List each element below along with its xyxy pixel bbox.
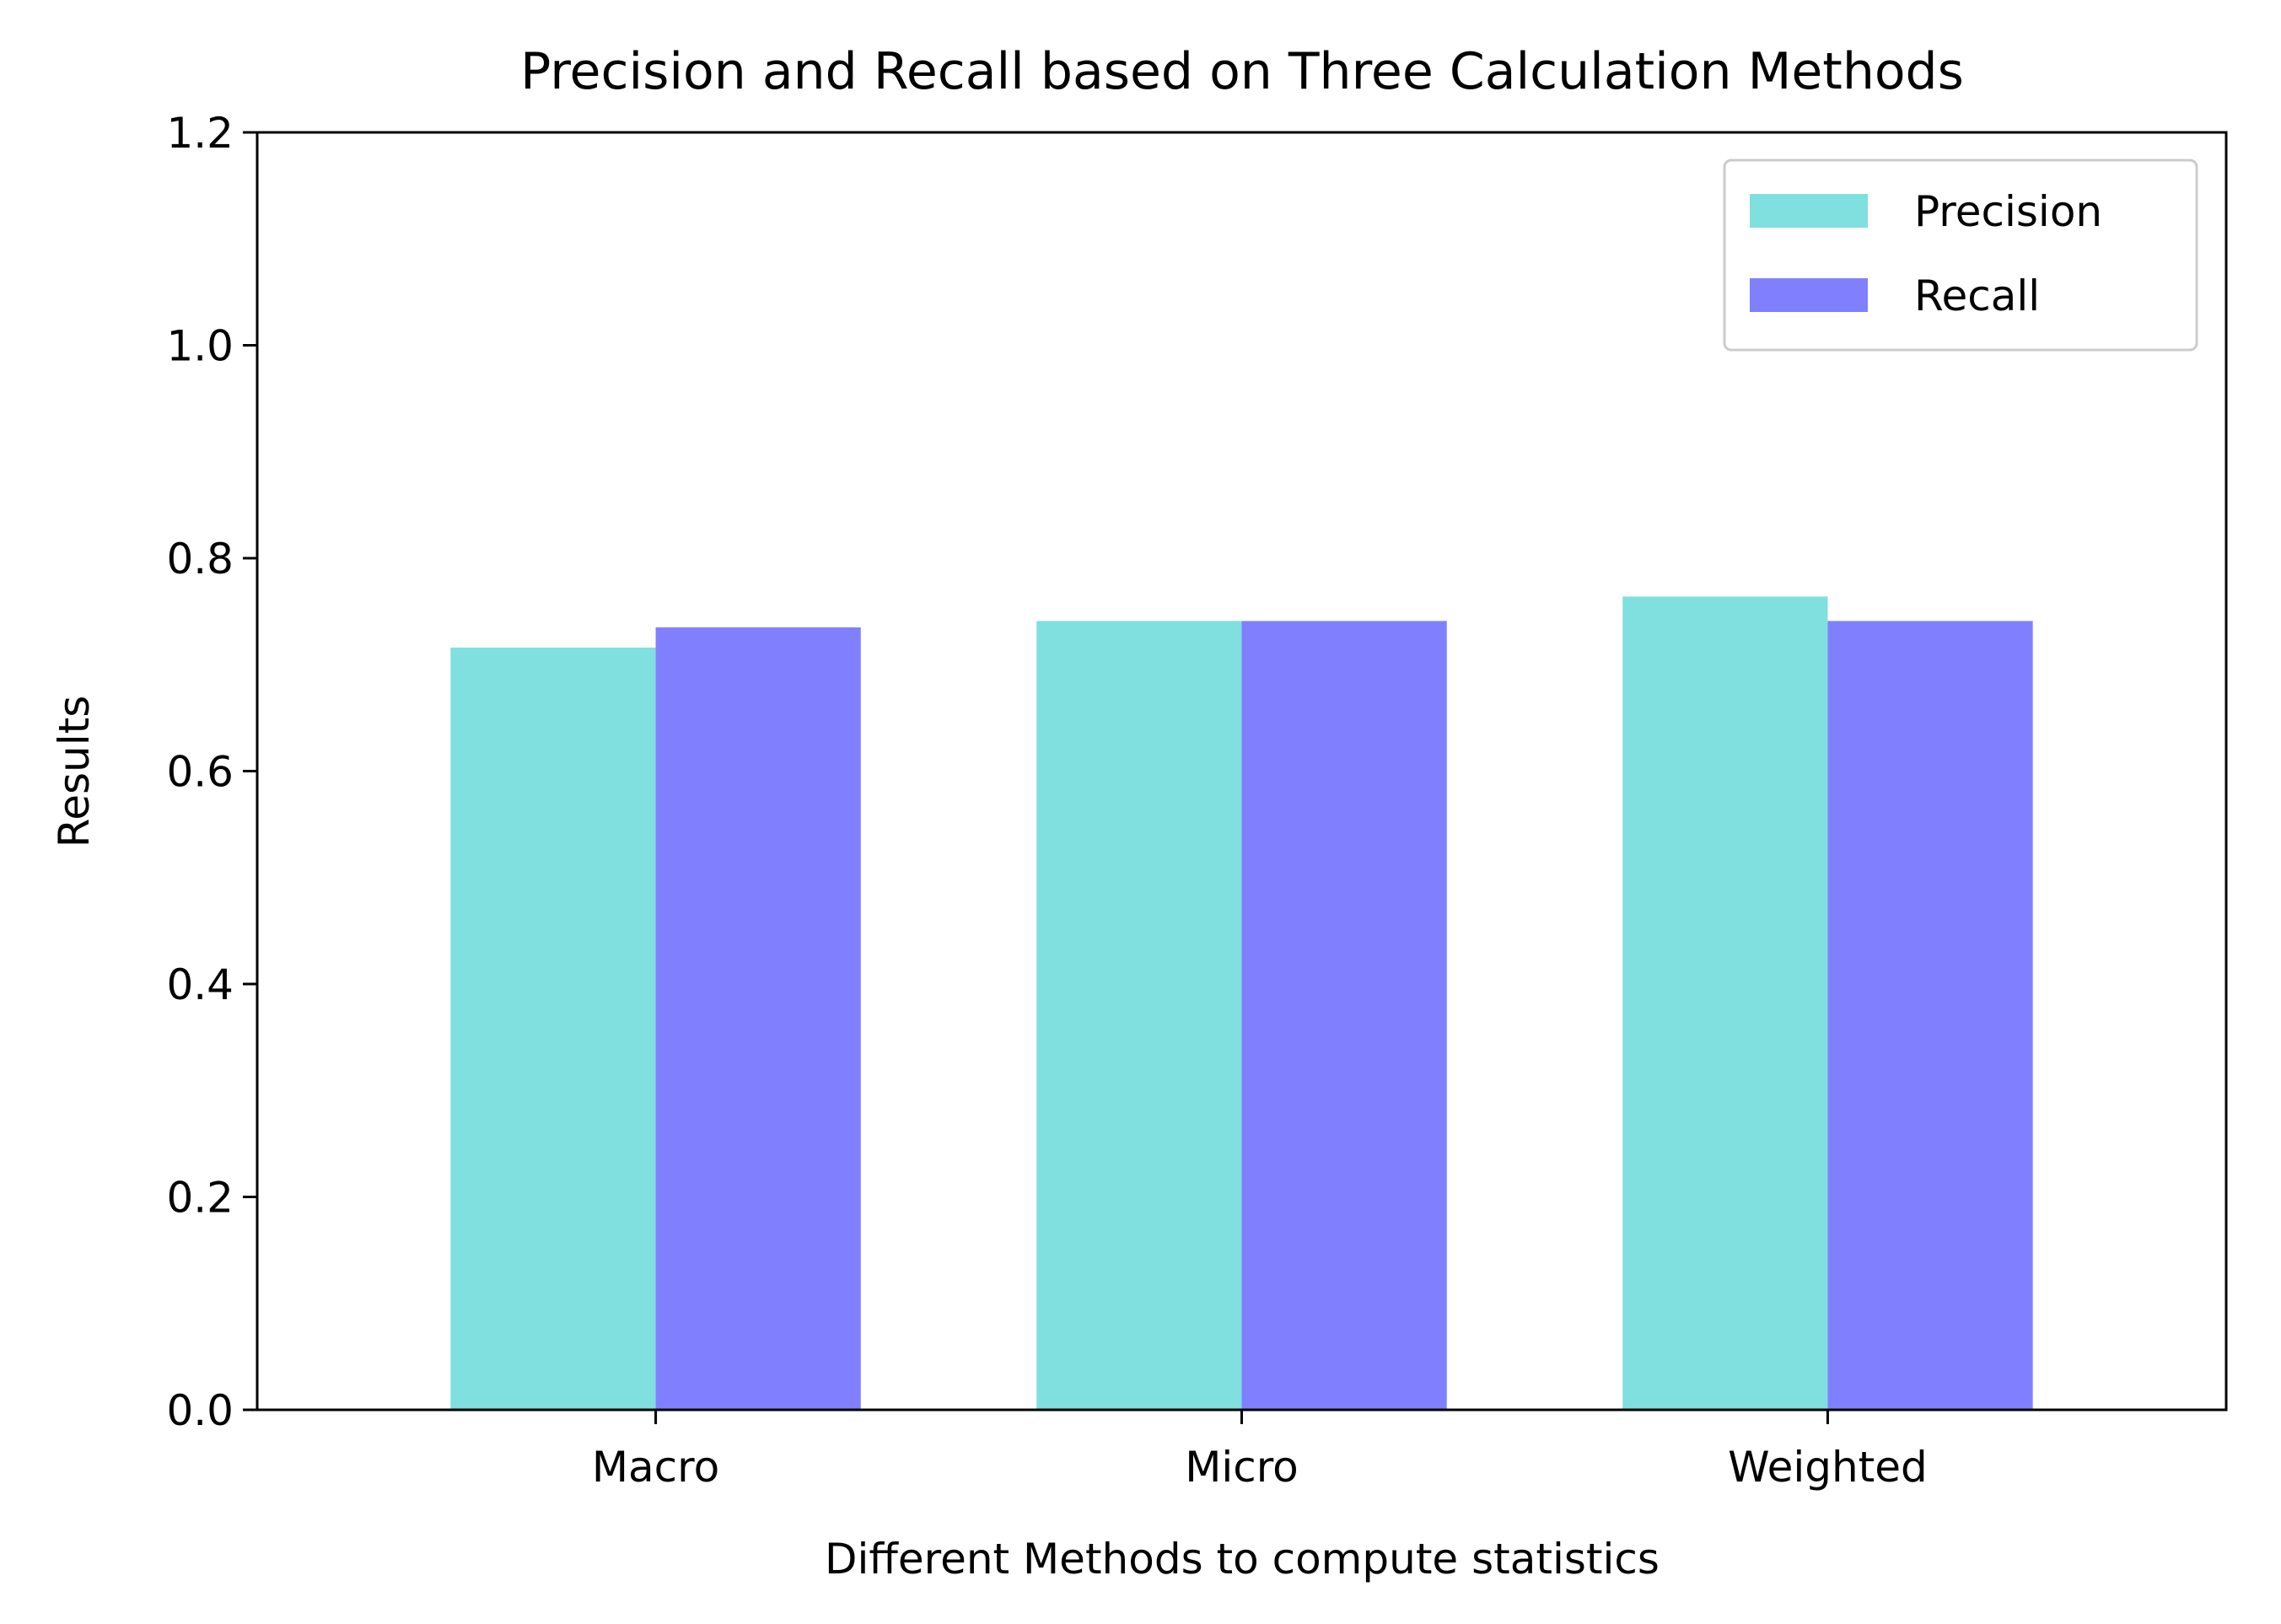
x-axis: Macro Micro Weighted [592, 1410, 1928, 1492]
x-tick-label: Weighted [1728, 1443, 1928, 1492]
legend: Precision Recall [1723, 159, 2198, 352]
bars-group [450, 596, 2033, 1410]
bar-recall-weighted [1827, 621, 2033, 1410]
bar-precision-micro [1036, 621, 1242, 1410]
y-tick-label: 0.2 [166, 1174, 234, 1223]
y-tick-label: 0.4 [166, 960, 234, 1009]
y-tick-label: 1.0 [166, 322, 234, 371]
y-axis-label: Results [50, 696, 99, 848]
y-tick-label: 0.0 [166, 1386, 234, 1435]
x-tick-label: Macro [592, 1443, 719, 1492]
chart-title: Precision and Recall based on Three Calc… [520, 42, 1964, 101]
bar-recall-macro [655, 627, 861, 1410]
bar-precision-macro [450, 648, 656, 1410]
legend-swatch-recall [1750, 278, 1868, 312]
y-tick-label: 1.2 [166, 109, 234, 158]
bar-recall-micro [1241, 621, 1447, 1410]
legend-label-recall: Recall [1914, 272, 2040, 320]
bar-precision-weighted [1622, 596, 1828, 1410]
y-axis: 0.0 0.2 0.4 0.6 0.8 1.0 1.2 [166, 109, 257, 1435]
legend-swatch-precision [1750, 194, 1868, 228]
legend-label-precision: Precision [1914, 187, 2102, 236]
x-tick-label: Micro [1185, 1443, 1299, 1492]
y-tick-label: 0.6 [166, 748, 234, 797]
y-tick-label: 0.8 [166, 535, 234, 583]
x-axis-label: Different Methods to compute statistics [825, 1535, 1660, 1584]
